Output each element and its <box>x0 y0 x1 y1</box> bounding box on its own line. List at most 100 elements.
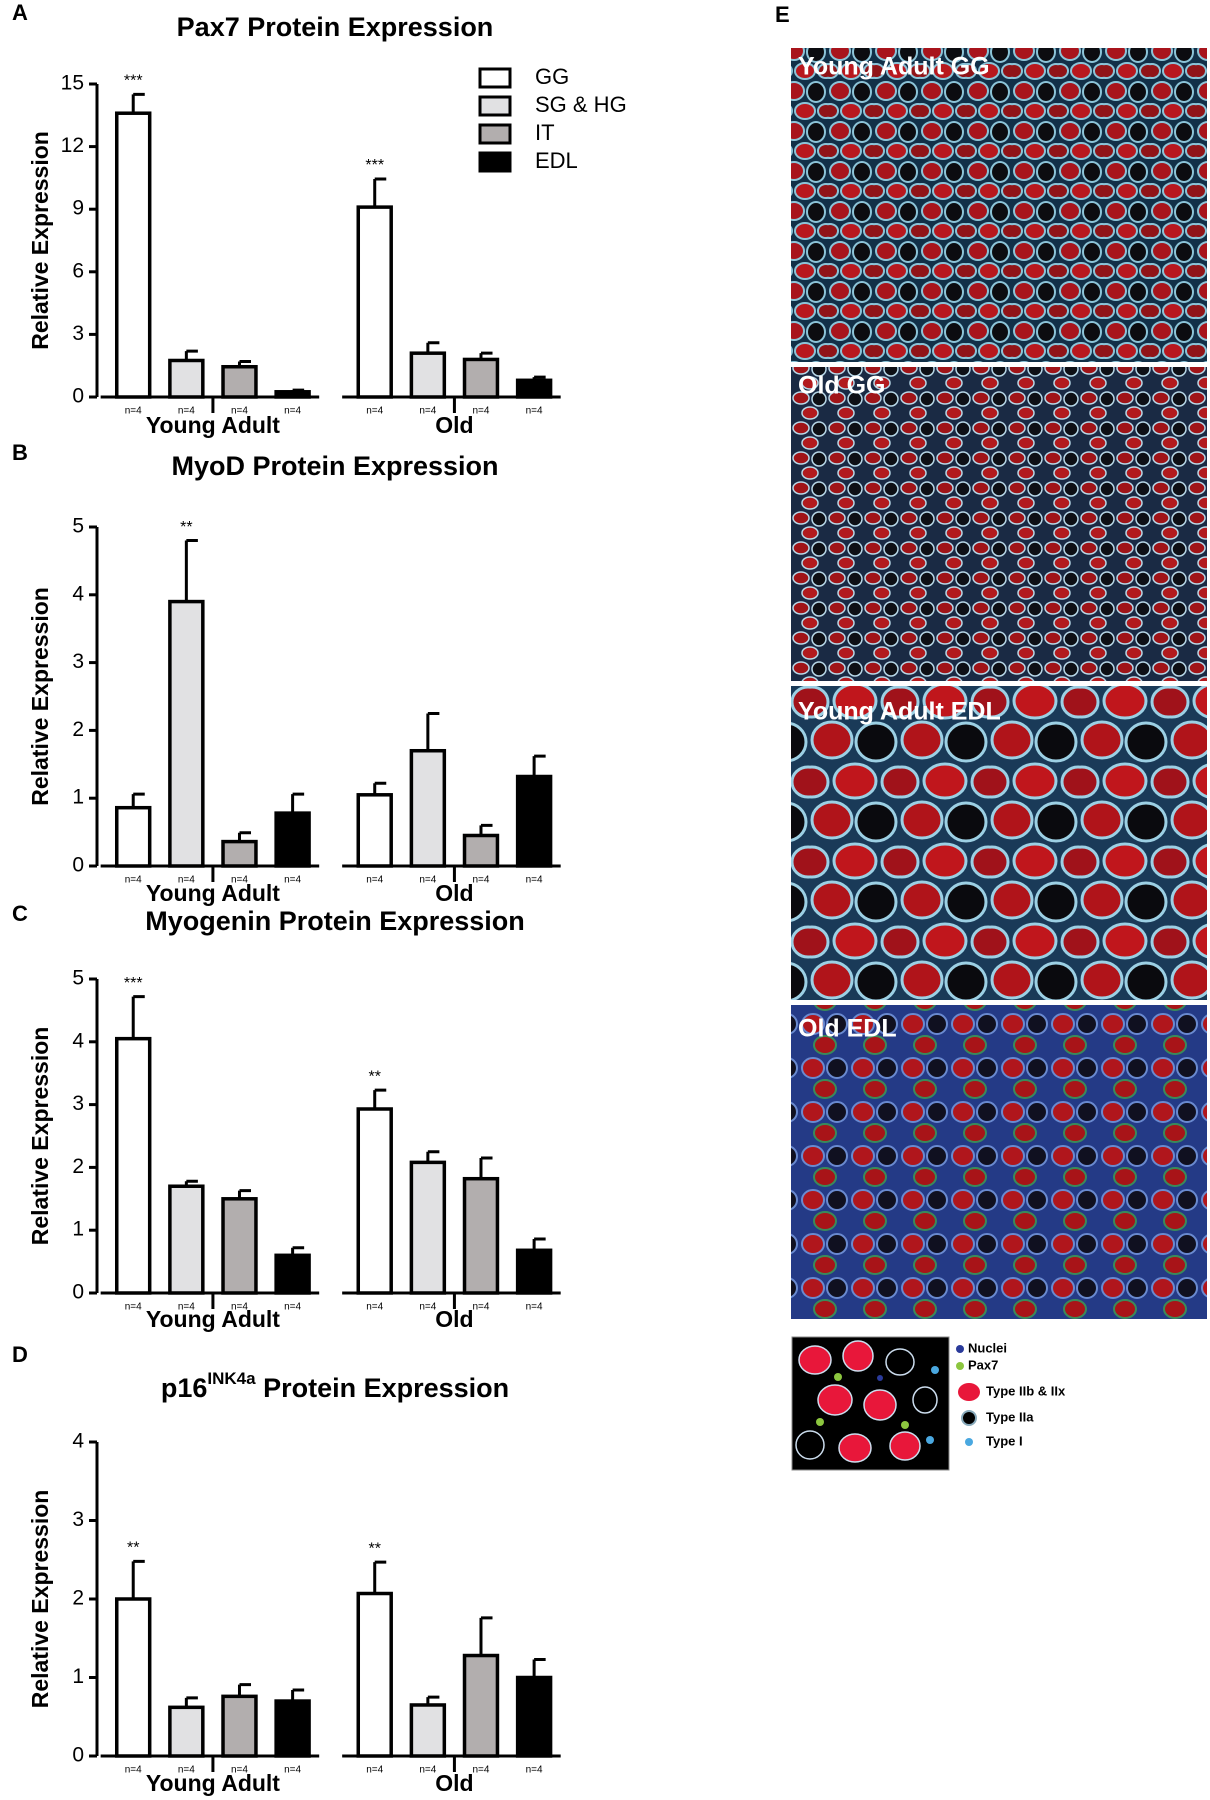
error-bar <box>131 995 145 1039</box>
x-category-label: Young Adult <box>146 412 280 438</box>
title-text: Myogenin Protein Expression <box>145 906 525 936</box>
y-tick-label: 0 <box>72 385 84 408</box>
sample-size-label: n=4 <box>473 1765 490 1776</box>
bar <box>221 839 258 868</box>
sample-size-label: n=4 <box>526 1765 543 1776</box>
micrograph <box>791 48 1207 362</box>
legend-swatch <box>478 95 512 117</box>
error-bar <box>426 1150 440 1163</box>
chart-title: Myogenin Protein Expression <box>145 906 525 936</box>
bar <box>115 1036 152 1295</box>
image-label: Old GG <box>798 372 886 400</box>
sample-size-label: n=4 <box>125 1765 142 1776</box>
y-tick-label: 4 <box>72 582 84 605</box>
title-text: Pax7 Protein Expression <box>177 12 494 42</box>
significance-label: *** <box>124 73 143 90</box>
error-bar <box>479 1156 493 1179</box>
significance-label: ** <box>368 1068 380 1085</box>
x-category-label: Old <box>435 1306 473 1332</box>
error-bar <box>373 1560 387 1594</box>
legend-label: Pax7 <box>968 1357 998 1372</box>
sample-size-label: n=4 <box>473 1302 490 1313</box>
title-text: MyoD Protein Expression <box>171 451 498 481</box>
sample-size-label: n=4 <box>231 406 248 417</box>
x-category-label: Old <box>435 412 473 438</box>
x-category-label: Young Adult <box>146 1770 280 1796</box>
error-bar <box>373 781 387 795</box>
bar <box>515 774 553 868</box>
legend-label: Nuclei <box>968 1340 1007 1355</box>
bar <box>409 1703 447 1758</box>
sample-size-label: n=4 <box>526 1302 543 1313</box>
bar <box>274 1699 311 1758</box>
error-bar <box>426 711 440 751</box>
y-tick-label: 5 <box>72 515 84 538</box>
bar <box>168 1705 205 1758</box>
bar <box>274 811 311 868</box>
bar <box>462 357 500 399</box>
sample-size-label: n=4 <box>366 406 383 417</box>
panel-letter: E <box>775 2 790 27</box>
bar <box>462 833 500 868</box>
bar <box>462 1176 500 1295</box>
legend-swatch <box>478 67 512 89</box>
sample-size-label: n=4 <box>526 875 543 886</box>
error-bar <box>291 792 305 814</box>
y-tick-label: 1 <box>72 786 84 809</box>
legend-label: Type IIb & IIx <box>986 1383 1066 1398</box>
y-tick-label: 15 <box>61 72 84 95</box>
y-tick-label: 3 <box>72 1508 84 1531</box>
legend-label: IT <box>535 120 555 145</box>
image-label: Young Adult GG <box>798 53 990 81</box>
sample-size-label: n=4 <box>284 406 301 417</box>
bar <box>274 1253 311 1295</box>
chart-title: MyoD Protein Expression <box>171 451 498 481</box>
panel-letter: B <box>12 440 28 465</box>
bar <box>356 1591 393 1758</box>
sample-size-label: n=4 <box>366 875 383 886</box>
bar <box>409 748 447 868</box>
significance-label: *** <box>124 975 143 992</box>
error-bar <box>237 1683 252 1697</box>
error-bar <box>131 1559 145 1599</box>
bar <box>115 111 152 399</box>
panel-letter: D <box>12 1342 28 1367</box>
bar <box>168 599 205 868</box>
bar <box>221 364 258 399</box>
error-bar <box>291 1688 305 1702</box>
x-category-label: Young Adult <box>146 1306 280 1332</box>
significance-label: *** <box>365 157 384 174</box>
sample-size-label: n=4 <box>284 1302 301 1313</box>
bar <box>115 1597 152 1758</box>
error-bar <box>373 1088 387 1109</box>
error-bar <box>479 1616 493 1656</box>
y-tick-label: 0 <box>72 1281 84 1304</box>
bar <box>221 1694 258 1758</box>
y-tick-label: 0 <box>72 854 84 877</box>
sample-size-label: n=4 <box>178 1302 195 1313</box>
panel-letter: A <box>12 0 28 25</box>
bar <box>168 358 205 399</box>
sample-size-label: n=4 <box>231 1765 248 1776</box>
sample-size-label: n=4 <box>125 875 142 886</box>
x-category-label: Young Adult <box>146 880 280 906</box>
y-tick-label: 1 <box>72 1218 84 1241</box>
bar <box>115 805 152 868</box>
micrograph <box>791 367 1207 681</box>
chart-title: p16INK4a Protein Expression <box>161 1369 509 1403</box>
error-bar <box>131 92 145 114</box>
y-tick-label: 2 <box>72 718 84 741</box>
sample-size-label: n=4 <box>178 406 195 417</box>
title-superscript: INK4a <box>207 1369 256 1388</box>
title-text: Protein Expression <box>256 1373 510 1403</box>
y-axis-label: Relative Expression <box>27 587 53 806</box>
micrograph <box>791 686 1207 1000</box>
chart-title: Pax7 Protein Expression <box>177 12 494 42</box>
bar <box>462 1653 500 1758</box>
significance-label: ** <box>127 1540 139 1557</box>
error-bar <box>184 539 198 602</box>
schematic <box>791 1336 980 1471</box>
title-text: p16 <box>161 1373 208 1403</box>
sample-size-label: n=4 <box>366 1302 383 1313</box>
legend-label: Type IIa <box>986 1409 1034 1424</box>
